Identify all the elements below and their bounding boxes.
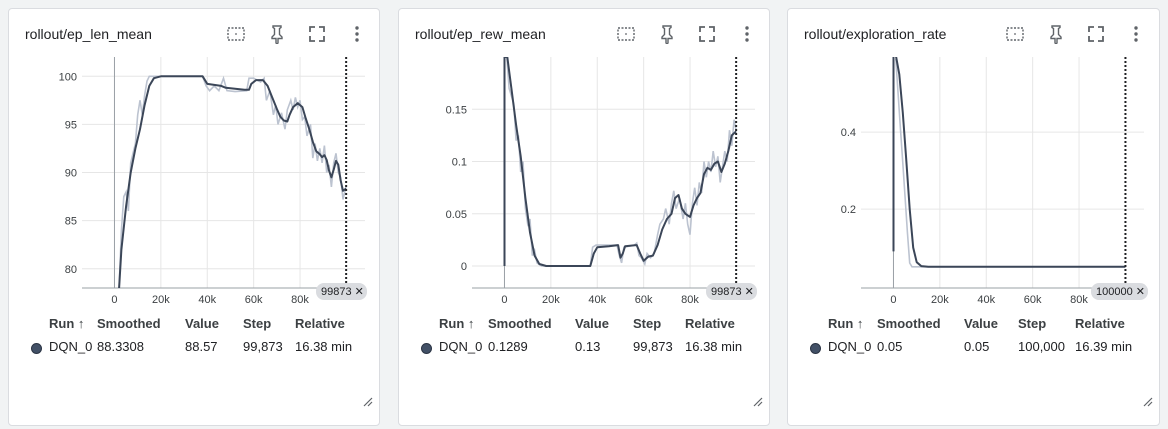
- col-smoothed[interactable]: Smoothed: [877, 316, 941, 331]
- chart-card: rollout/ep_len_mean 80 85 90 95 100 0 20k 40k 60…: [8, 8, 380, 426]
- cell-smoothed: 0.05: [877, 339, 903, 354]
- fullscreen-icon[interactable]: [1084, 22, 1108, 46]
- x-tick-label: 60k: [635, 294, 653, 306]
- smoothed-series-line: [503, 57, 737, 267]
- x-tick-label: 20k: [542, 294, 560, 306]
- step-pill: 99873 ✕: [706, 283, 757, 300]
- cell-step: 99,873: [243, 339, 283, 354]
- raw-series-line: [118, 75, 347, 288]
- col-value[interactable]: Value: [575, 316, 609, 331]
- more-vert-icon[interactable]: [345, 22, 369, 46]
- x-tick-label: 80k: [1070, 294, 1088, 306]
- x-tick-label: 0: [890, 294, 896, 306]
- y-tick-label: 0.15: [446, 104, 467, 116]
- cell-run: DQN_0: [828, 339, 872, 354]
- x-tick-label: 20k: [931, 294, 949, 306]
- y-tick-label: 100: [59, 71, 77, 83]
- cell-relative: 16.39 min: [1075, 339, 1133, 354]
- smoothed-series-line: [892, 57, 1126, 268]
- run-color-dot: [31, 343, 42, 354]
- y-tick-label: 0.4: [841, 127, 856, 139]
- more-vert-icon[interactable]: [735, 22, 759, 46]
- y-tick-label: 0.05: [446, 209, 467, 221]
- run-color-dot: [810, 343, 821, 354]
- card-title: rollout/ep_rew_mean: [415, 26, 546, 42]
- cell-value: 0.13: [575, 339, 601, 354]
- step-pill: 99873 ✕: [316, 283, 367, 300]
- fit-domain-icon[interactable]: [614, 22, 638, 46]
- smoothed-series-line: [118, 75, 347, 288]
- pin-icon[interactable]: [265, 22, 289, 46]
- chart-card: rollout/ep_rew_mean 0 0.05 0.1 0.15 0 20k 40k 6…: [398, 8, 770, 426]
- x-tick-label: 0: [111, 294, 117, 306]
- fit-domain-icon[interactable]: [1003, 22, 1027, 46]
- col-value[interactable]: Value: [964, 316, 998, 331]
- col-step[interactable]: Step: [1018, 316, 1047, 331]
- close-icon[interactable]: ✕: [354, 286, 364, 298]
- cell-step: 99,873: [633, 339, 673, 354]
- col-step[interactable]: Step: [633, 316, 662, 331]
- col-run[interactable]: Run ↑: [49, 316, 85, 331]
- col-relative[interactable]: Relative: [685, 316, 735, 331]
- x-tick-label: 60k: [245, 294, 263, 306]
- line-chart[interactable]: 0 0.05 0.1 0.15 0 20k 40k 60k 80k: [399, 49, 779, 311]
- card-title: rollout/exploration_rate: [804, 26, 947, 42]
- chart-card: rollout/exploration_rate 0.2 0.4 0 20k 40k 60…: [787, 8, 1160, 426]
- resize-handle-icon[interactable]: [753, 397, 763, 407]
- cell-smoothed: 88.3308: [97, 339, 144, 354]
- step-pill: 100000 ✕: [1091, 283, 1148, 300]
- fullscreen-icon[interactable]: [305, 22, 329, 46]
- run-color-dot: [421, 343, 432, 354]
- pin-icon[interactable]: [655, 22, 679, 46]
- more-vert-icon[interactable]: [1124, 22, 1148, 46]
- close-icon[interactable]: ✕: [744, 286, 754, 298]
- x-tick-label: 40k: [588, 294, 606, 306]
- col-smoothed[interactable]: Smoothed: [97, 316, 161, 331]
- fit-domain-icon[interactable]: [224, 22, 248, 46]
- step-pill-label: 100000: [1096, 285, 1133, 298]
- col-smoothed[interactable]: Smoothed: [488, 316, 552, 331]
- card-title: rollout/ep_len_mean: [25, 26, 152, 42]
- col-value[interactable]: Value: [185, 316, 219, 331]
- y-tick-label: 0: [461, 261, 467, 273]
- cell-value: 88.57: [185, 339, 218, 354]
- col-step[interactable]: Step: [243, 316, 272, 331]
- cell-relative: 16.38 min: [685, 339, 743, 354]
- step-pill-label: 99873: [711, 285, 742, 298]
- raw-series-line: [506, 57, 737, 267]
- y-tick-label: 90: [65, 168, 77, 180]
- x-tick-label: 40k: [977, 294, 995, 306]
- pin-icon[interactable]: [1044, 22, 1068, 46]
- resize-handle-icon[interactable]: [363, 397, 373, 407]
- close-icon[interactable]: ✕: [1135, 286, 1145, 298]
- y-tick-label: 0.2: [841, 204, 856, 216]
- line-chart[interactable]: 0.2 0.4 0 20k 40k 60k 80k: [788, 49, 1168, 311]
- y-tick-label: 0.1: [452, 157, 467, 169]
- cell-run: DQN_0: [439, 339, 483, 354]
- line-chart[interactable]: 80 85 90 95 100 0 20k 40k 60k 80k: [9, 49, 389, 311]
- y-tick-label: 85: [65, 216, 77, 228]
- x-tick-label: 80k: [681, 294, 699, 306]
- y-tick-label: 95: [65, 119, 77, 131]
- x-tick-label: 40k: [198, 294, 216, 306]
- cell-step: 100,000: [1018, 339, 1065, 354]
- cell-relative: 16.38 min: [295, 339, 353, 354]
- y-tick-label: 80: [65, 264, 77, 276]
- x-tick-label: 20k: [152, 294, 170, 306]
- x-tick-label: 60k: [1024, 294, 1042, 306]
- col-run[interactable]: Run ↑: [439, 316, 475, 331]
- step-pill-label: 99873: [321, 285, 352, 298]
- col-relative[interactable]: Relative: [295, 316, 345, 331]
- cell-smoothed: 0.1289: [488, 339, 528, 354]
- cell-value: 0.05: [964, 339, 990, 354]
- col-run[interactable]: Run ↑: [828, 316, 864, 331]
- cell-run: DQN_0: [49, 339, 93, 354]
- col-relative[interactable]: Relative: [1075, 316, 1125, 331]
- raw-series-line: [895, 58, 1126, 268]
- fullscreen-icon[interactable]: [695, 22, 719, 46]
- x-tick-label: 0: [501, 294, 507, 306]
- x-tick-label: 80k: [291, 294, 309, 306]
- resize-handle-icon[interactable]: [1143, 397, 1153, 407]
